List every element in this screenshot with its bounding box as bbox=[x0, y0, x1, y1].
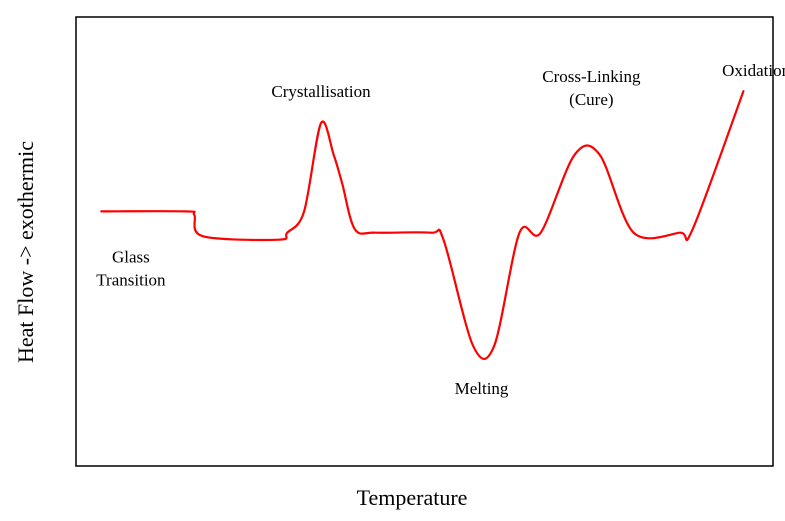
annotation-line: Cross-Linking bbox=[542, 67, 641, 86]
heat-flow-curve bbox=[100, 90, 745, 361]
plot-frame bbox=[75, 16, 774, 467]
annotation-label: Crystallisation bbox=[271, 82, 371, 101]
annotation-label: Glass Transition bbox=[96, 248, 166, 290]
annotation-label: Oxidation bbox=[722, 61, 785, 80]
annotation-label: Cross-Linking (Cure) bbox=[542, 67, 641, 109]
annotation-line: (Cure) bbox=[569, 90, 613, 109]
annotation-line: Melting bbox=[455, 379, 509, 398]
y-axis-title: Heat Flow -> exothermic bbox=[13, 141, 38, 363]
annotation-line: Oxidation bbox=[722, 61, 785, 80]
annotation-line: Transition bbox=[96, 271, 166, 290]
annotation-line: Glass bbox=[112, 248, 150, 267]
annotation-label: Melting bbox=[455, 379, 509, 398]
x-axis-title: Temperature bbox=[357, 485, 468, 510]
annotation-line: Crystallisation bbox=[271, 82, 371, 101]
annotations: Glass Transition Crystallisation Melting Cro… bbox=[96, 61, 785, 398]
